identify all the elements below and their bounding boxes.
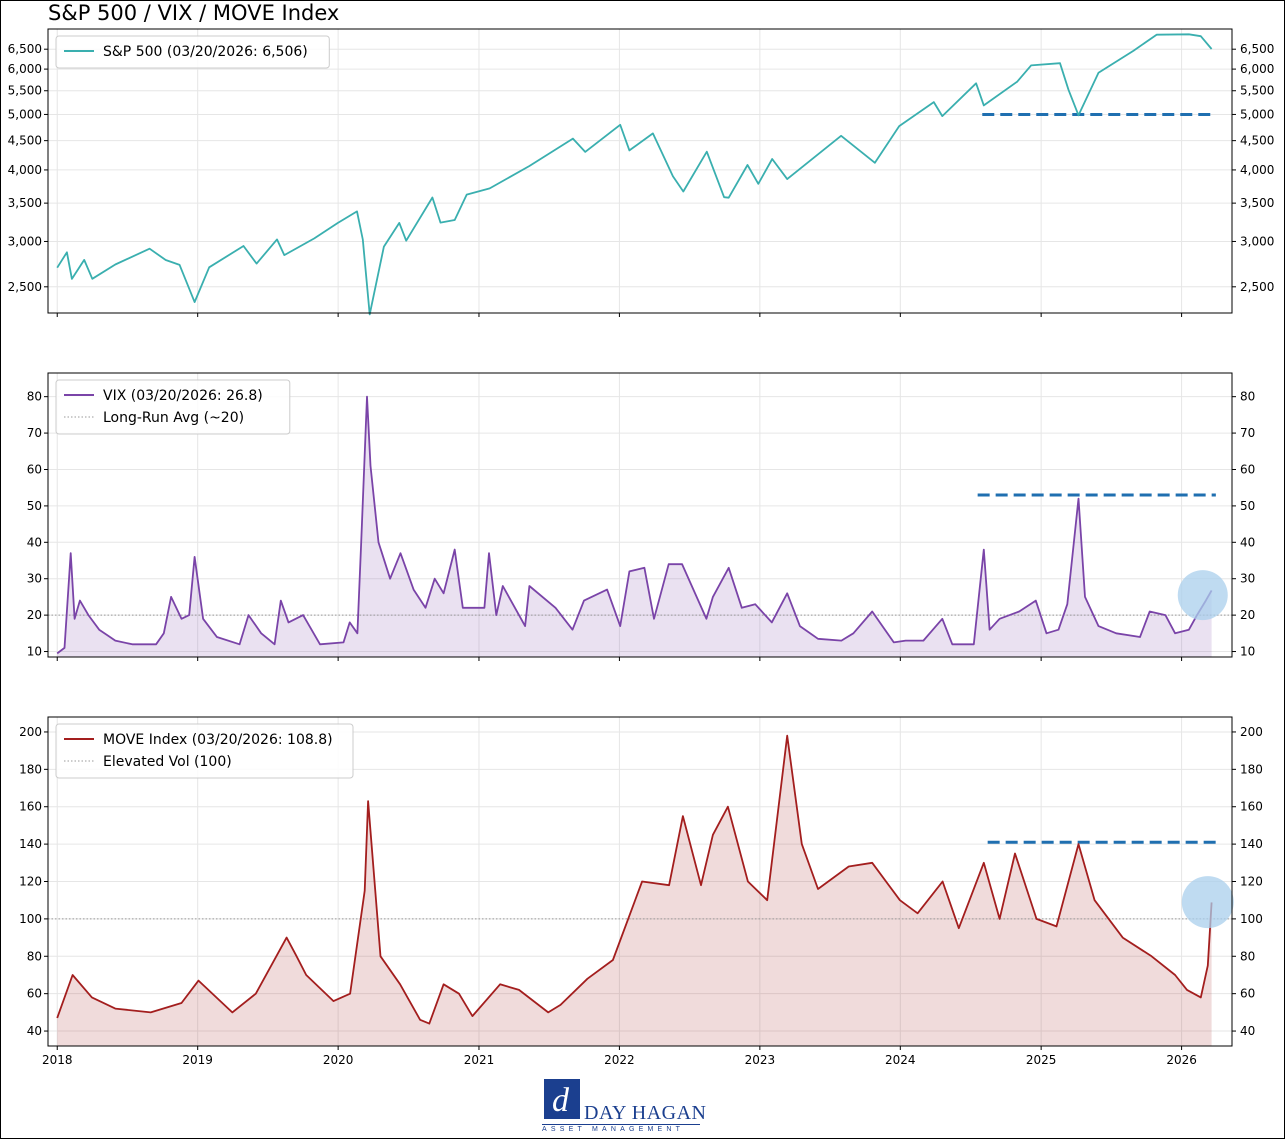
y-tick-label-right: 120 <box>1240 875 1263 889</box>
x-tick-label: 2021 <box>464 1053 495 1067</box>
legend: S&P 500 (03/20/2026: 6,506) <box>55 35 330 69</box>
y-tick-label-left: 120 <box>19 875 42 889</box>
y-tick-label-right: 40 <box>1240 535 1255 549</box>
legend-label: Elevated Vol (100) <box>103 754 232 770</box>
y-tick-label-right: 140 <box>1240 837 1263 851</box>
y-tick-label-left: 3,500 <box>8 196 42 210</box>
y-tick-label-left: 140 <box>19 837 42 851</box>
series-line <box>56 33 1213 316</box>
y-tick-label-right: 20 <box>1240 608 1255 622</box>
y-tick-label-left: 200 <box>19 725 42 739</box>
y-tick-label-right: 180 <box>1240 762 1263 776</box>
y-tick-label-left: 80 <box>27 949 42 963</box>
highlight-circle <box>1181 876 1234 929</box>
y-tick-label-right: 3,500 <box>1240 196 1274 210</box>
y-tick-label-right: 60 <box>1240 987 1255 1001</box>
y-tick-label-right: 5,500 <box>1240 84 1274 98</box>
logo-name: DAY HAGAN <box>584 1102 707 1124</box>
legend-box <box>55 35 330 69</box>
y-tick-label-left: 4,500 <box>8 134 42 148</box>
panel-2: 10 10 20 20 30 30 40 40 50 50 60 60 70 70 80 80 VIX (03/… <box>27 372 1255 661</box>
logo-mark-letter: d <box>552 1082 570 1119</box>
x-tick-label: 2020 <box>323 1053 354 1067</box>
legend-label: Long-Run Avg (~20) <box>103 410 244 426</box>
y-tick-label-right: 160 <box>1240 800 1263 814</box>
y-tick-label-right: 50 <box>1240 499 1255 513</box>
y-tick-label-right: 60 <box>1240 462 1255 476</box>
y-tick-label-left: 50 <box>27 499 42 513</box>
y-tick-label-right: 2,500 <box>1240 280 1274 294</box>
legend: MOVE Index (03/20/2026: 108.8) Elevated V… <box>55 723 354 779</box>
y-tick-label-left: 40 <box>27 535 42 549</box>
plot-frame <box>47 28 1233 314</box>
y-tick-label-left: 60 <box>27 987 42 1001</box>
y-tick-label-left: 30 <box>27 572 42 586</box>
legend-label: VIX (03/20/2026: 26.8) <box>103 388 263 404</box>
y-tick-label-right: 80 <box>1240 390 1255 404</box>
highlight-circle <box>1177 570 1228 621</box>
logo-mark-box <box>544 1079 580 1119</box>
panel-1: 2,500 2,500 3,000 3,000 3,500 3,500 4,000 4,000… <box>8 28 1274 317</box>
y-tick-label-left: 5,500 <box>8 84 42 98</box>
chart-title: S&P 500 / VIX / MOVE Index <box>48 1 340 25</box>
y-tick-label-right: 4,500 <box>1240 134 1274 148</box>
y-tick-label-left: 6,500 <box>8 42 42 56</box>
y-tick-label-right: 200 <box>1240 725 1263 739</box>
y-tick-label-right: 40 <box>1240 1024 1255 1038</box>
y-tick-label-right: 30 <box>1240 572 1255 586</box>
y-tick-label-right: 70 <box>1240 426 1255 440</box>
series-area <box>57 396 1212 657</box>
panel-3: 40 40 60 60 80 80 100 100 120 120 140 140 160 160 180 1… <box>19 716 1263 1067</box>
y-tick-label-left: 5,000 <box>8 107 42 121</box>
legend-label: S&P 500 (03/20/2026: 6,506) <box>103 44 308 60</box>
y-tick-label-right: 6,000 <box>1240 62 1274 76</box>
series-area <box>57 735 1212 1046</box>
y-tick-label-right: 5,000 <box>1240 107 1274 121</box>
x-tick-label: 2024 <box>885 1053 916 1067</box>
x-tick-label: 2018 <box>42 1053 73 1067</box>
y-tick-label-left: 180 <box>19 762 42 776</box>
logo-mark: d <box>544 1079 580 1119</box>
legend-box <box>55 723 354 779</box>
series-line <box>56 395 1213 655</box>
legend: VIX (03/20/2026: 26.8) Long-Run Avg (~20) <box>55 379 291 435</box>
x-tick-label: 2022 <box>604 1053 635 1067</box>
logo-subtitle: ASSET MANAGEMENT <box>542 1126 685 1133</box>
y-tick-label-left: 10 <box>27 645 42 659</box>
x-tick-label: 2026 <box>1166 1053 1197 1067</box>
legend-label: MOVE Index (03/20/2026: 108.8) <box>103 732 333 748</box>
y-tick-label-right: 6,500 <box>1240 42 1274 56</box>
x-tick-label: 2019 <box>182 1053 213 1067</box>
y-tick-label-left: 20 <box>27 608 42 622</box>
y-tick-label-right: 80 <box>1240 949 1255 963</box>
series-line <box>56 734 1213 1025</box>
y-tick-label-left: 80 <box>27 390 42 404</box>
legend-box <box>55 379 291 435</box>
y-tick-label-right: 10 <box>1240 645 1255 659</box>
y-tick-label-left: 160 <box>19 800 42 814</box>
y-tick-label-left: 60 <box>27 462 42 476</box>
x-tick-label: 2025 <box>1026 1053 1057 1067</box>
y-tick-label-right: 100 <box>1240 912 1263 926</box>
y-tick-label-left: 70 <box>27 426 42 440</box>
y-tick-label-left: 3,000 <box>8 234 42 248</box>
y-tick-label-left: 4,000 <box>8 163 42 177</box>
y-tick-label-left: 2,500 <box>8 280 42 294</box>
y-tick-label-left: 6,000 <box>8 62 42 76</box>
plot-frame <box>47 372 1233 658</box>
y-tick-label-right: 4,000 <box>1240 163 1274 177</box>
x-tick-label: 2023 <box>745 1053 776 1067</box>
y-tick-label-left: 40 <box>27 1024 42 1038</box>
y-tick-label-left: 100 <box>19 912 42 926</box>
y-tick-label-right: 3,000 <box>1240 234 1274 248</box>
logo-rule <box>542 1124 700 1125</box>
